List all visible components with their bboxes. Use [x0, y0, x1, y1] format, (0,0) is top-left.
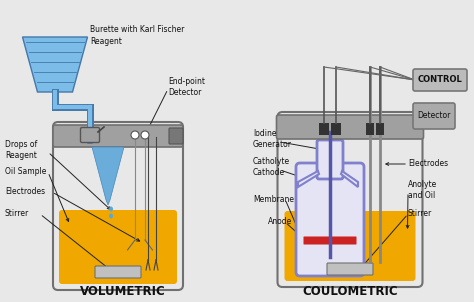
Text: Electrodes: Electrodes	[5, 188, 45, 197]
Text: Iodine
Generator: Iodine Generator	[253, 129, 292, 149]
Polygon shape	[22, 37, 88, 92]
Text: CONTROL: CONTROL	[418, 76, 462, 85]
FancyBboxPatch shape	[277, 112, 422, 287]
Circle shape	[141, 131, 149, 139]
FancyBboxPatch shape	[284, 211, 416, 281]
Text: Detector: Detector	[417, 111, 451, 120]
FancyBboxPatch shape	[327, 263, 373, 275]
FancyBboxPatch shape	[276, 115, 423, 139]
Ellipse shape	[109, 207, 113, 211]
FancyBboxPatch shape	[331, 123, 341, 135]
Ellipse shape	[109, 214, 113, 219]
Text: Membrane: Membrane	[253, 194, 294, 204]
Text: COULOMETRIC: COULOMETRIC	[302, 285, 398, 298]
Text: Drops of
Reagent: Drops of Reagent	[5, 140, 37, 160]
Circle shape	[131, 131, 139, 139]
FancyBboxPatch shape	[413, 103, 455, 129]
Polygon shape	[341, 171, 358, 187]
FancyBboxPatch shape	[53, 125, 183, 147]
Text: Electrodes: Electrodes	[408, 159, 448, 169]
FancyBboxPatch shape	[376, 123, 384, 135]
Text: Anode: Anode	[268, 217, 292, 226]
FancyBboxPatch shape	[81, 127, 100, 143]
Text: Anolyte
and Oil: Anolyte and Oil	[408, 180, 437, 201]
Text: Catholyte
Cathode: Catholyte Cathode	[253, 157, 290, 177]
Polygon shape	[298, 171, 319, 187]
FancyBboxPatch shape	[169, 128, 183, 144]
Text: Stirrer: Stirrer	[5, 210, 29, 219]
FancyBboxPatch shape	[319, 123, 329, 135]
Text: Burette with Karl Fischer
Reagent: Burette with Karl Fischer Reagent	[90, 25, 184, 46]
FancyBboxPatch shape	[366, 123, 374, 135]
Text: Oil Sample: Oil Sample	[5, 168, 46, 176]
FancyBboxPatch shape	[301, 212, 359, 271]
FancyBboxPatch shape	[317, 140, 343, 179]
Polygon shape	[92, 147, 124, 205]
FancyBboxPatch shape	[95, 266, 141, 278]
Text: Stirrer: Stirrer	[408, 210, 432, 219]
Text: VOLUMETRIC: VOLUMETRIC	[80, 285, 166, 298]
FancyBboxPatch shape	[59, 210, 177, 284]
Text: End-point
Detector: End-point Detector	[168, 77, 205, 98]
FancyBboxPatch shape	[303, 236, 356, 245]
FancyBboxPatch shape	[53, 122, 183, 290]
FancyBboxPatch shape	[296, 163, 364, 276]
FancyBboxPatch shape	[413, 69, 467, 91]
